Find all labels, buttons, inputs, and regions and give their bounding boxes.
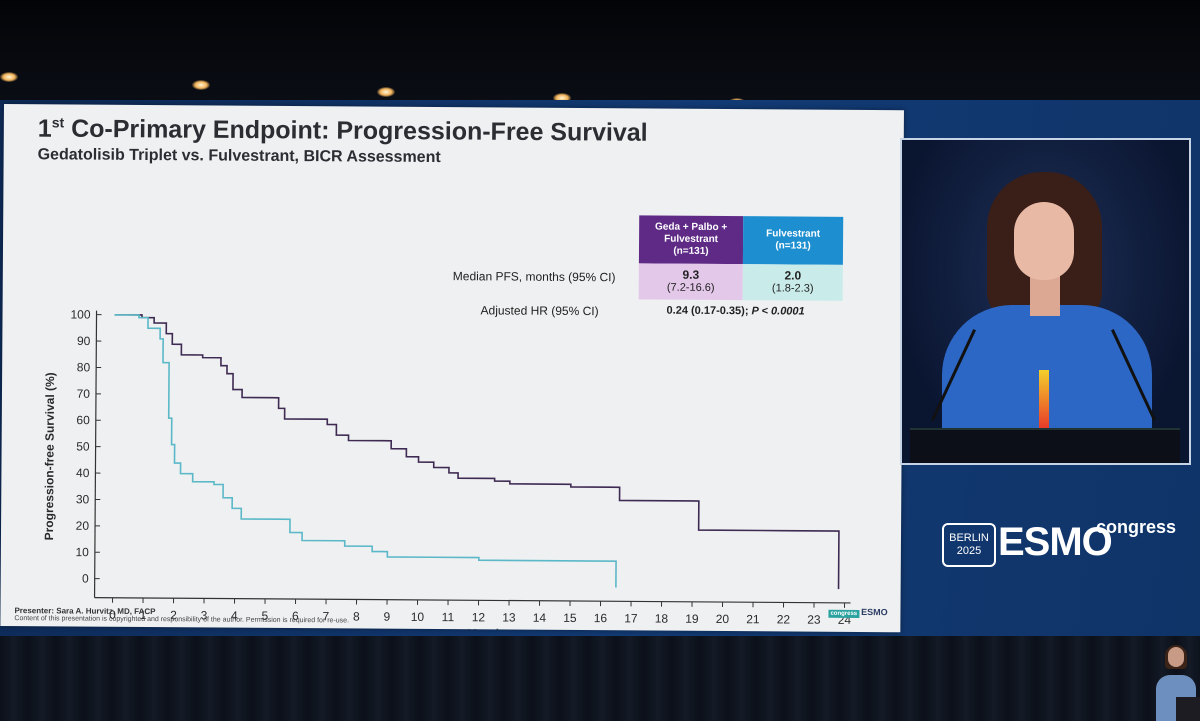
fulv-header-line-1: (n=131) xyxy=(775,240,811,252)
x-tick-label: 20 xyxy=(716,612,730,626)
x-tick-label: 7 xyxy=(323,609,330,623)
fulv-header-line-0: Fulvestrant xyxy=(766,228,821,240)
second-podium xyxy=(1176,697,1200,721)
x-tick-label: 8 xyxy=(353,609,360,623)
speaker-lanyard xyxy=(1039,370,1049,430)
congress-badge: congress xyxy=(828,609,860,618)
geda-arm-header: Geda + Palbo + Fulvestrant (n=131) xyxy=(638,215,744,265)
x-tick-label: 12 xyxy=(472,610,486,624)
second-presenter xyxy=(1150,645,1200,721)
geda-header-line-1: Fulvestrant xyxy=(664,233,719,245)
y-tick-label: 70 xyxy=(77,387,91,401)
y-tick-label: 30 xyxy=(76,492,90,506)
geda-median-ci: (7.2-16.6) xyxy=(666,281,715,294)
x-tick-label: 21 xyxy=(746,612,760,626)
geda-median-cell: 9.3 (7.2-16.6) xyxy=(638,263,743,301)
y-tick-label: 0 xyxy=(82,572,89,586)
x-tick-label: 17 xyxy=(624,611,638,625)
x-tick-label: 14 xyxy=(533,611,547,625)
ceiling-light xyxy=(377,87,395,97)
fulv-median-ci: (1.8-2.3) xyxy=(771,282,814,295)
x-tick-label: 6 xyxy=(292,609,299,623)
speaker-video xyxy=(900,138,1191,465)
second-presenter-face xyxy=(1168,647,1184,667)
km-curve-1 xyxy=(114,313,617,588)
x-tick-label: 23 xyxy=(807,613,821,627)
x-tick-label: 10 xyxy=(411,610,425,624)
x-tick-label: 19 xyxy=(685,612,699,626)
stage-curtain xyxy=(0,636,1200,721)
congress-wordmark: congress xyxy=(1096,517,1177,537)
fulv-arm-header: Fulvestrant (n=131) xyxy=(742,216,844,265)
venue-ceiling xyxy=(0,0,1200,110)
chart-axes xyxy=(93,310,851,604)
podium xyxy=(910,428,1180,463)
speaker-neck xyxy=(1030,276,1060,316)
x-axis-label: Months xyxy=(467,626,510,632)
fulv-median-cell: 2.0 (1.8-2.3) xyxy=(742,264,843,301)
fulv-median-value: 2.0 xyxy=(784,268,802,283)
y-tick-label: 20 xyxy=(76,519,90,533)
y-tick-label: 90 xyxy=(77,334,91,348)
x-tick-label: 1 xyxy=(140,608,147,622)
city-year-badge: BERLIN 2025 xyxy=(942,523,996,567)
x-tick-label: 18 xyxy=(655,612,669,626)
y-tick-label: 50 xyxy=(76,440,90,454)
x-tick-label: 5 xyxy=(262,609,269,623)
x-tick-label: 9 xyxy=(384,610,391,624)
geda-header-line-2: (n=131) xyxy=(673,245,709,257)
esmo-wordmark: ESMO xyxy=(998,520,1113,564)
chart-series xyxy=(114,313,840,590)
x-tick-label: 13 xyxy=(502,610,516,624)
x-tick-label: 15 xyxy=(563,611,577,625)
y-tick-label: 10 xyxy=(75,545,89,559)
y-tick-label: 60 xyxy=(76,413,90,427)
x-tick-label: 3 xyxy=(201,608,208,622)
x-tick-label: 16 xyxy=(594,611,608,625)
y-tick-label: 100 xyxy=(70,307,90,321)
y-tick-label: 80 xyxy=(77,360,91,374)
geda-median-value: 9.3 xyxy=(682,267,700,282)
esmo-congress-logo: BERLIN 2025 ESMO congress xyxy=(942,515,1182,575)
median-pfs-label: Median PFS, months (95% CI) xyxy=(452,269,616,285)
hazard-ratio-value: 0.24 (0.17-0.35); P < 0.0001 xyxy=(666,304,805,318)
presentation-slide: 1st Co-Primary Endpoint: Progression-Fre… xyxy=(0,104,904,633)
esmo-slide-logo: congress ESMO xyxy=(828,607,888,618)
x-tick-label: 0 xyxy=(109,608,116,622)
ceiling-light xyxy=(553,93,571,103)
y-axis-line xyxy=(93,310,98,598)
x-tick-label: 22 xyxy=(777,612,791,626)
ceiling-light xyxy=(192,80,210,90)
speaker-face xyxy=(1014,202,1074,280)
y-axis-label: Progression-free Survival (%) xyxy=(42,372,57,540)
x-axis-line xyxy=(94,597,851,604)
x-tick-label: 11 xyxy=(442,610,455,624)
x-tick-label: 4 xyxy=(231,609,238,623)
y-tick-label: 40 xyxy=(76,466,90,480)
x-tick-label: 2 xyxy=(170,608,177,622)
hazard-ratio-label: Adjusted HR (95% CI) xyxy=(480,303,599,319)
ceiling-light xyxy=(0,72,18,82)
geda-header-line-0: Geda + Palbo + xyxy=(654,221,728,234)
km-curve-0 xyxy=(114,313,840,590)
